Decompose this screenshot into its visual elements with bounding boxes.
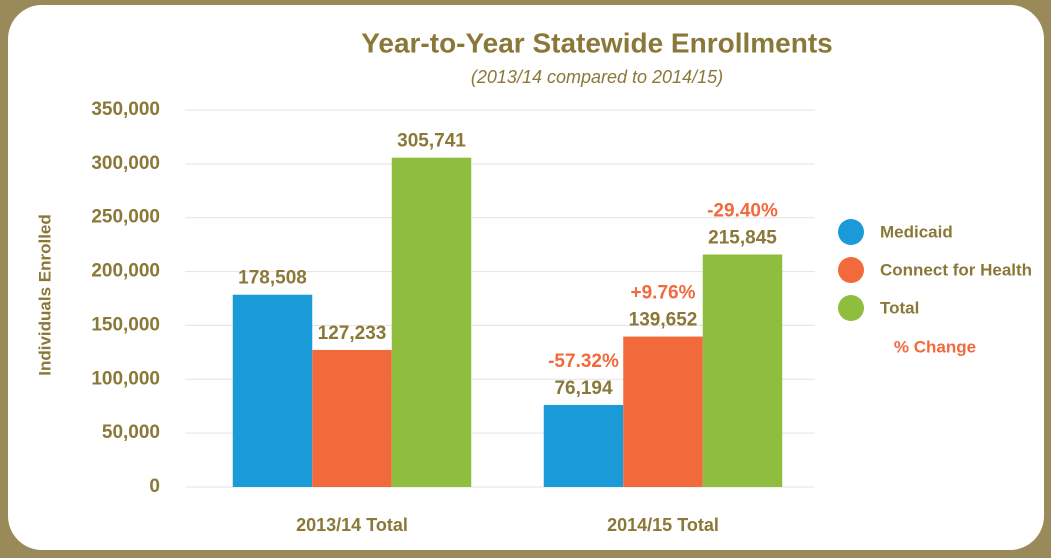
change-label: +9.76% [631,283,696,304]
y-tick-label: 150,000 [91,314,160,335]
bar [391,157,472,487]
change-label: -29.40% [707,201,778,222]
legend-swatch [838,295,864,321]
legend-label: Medicaid [880,222,953,241]
y-tick-label: 100,000 [91,368,160,389]
value-label: 127,233 [318,323,387,344]
change-legend: % Change [894,337,976,356]
y-tick-label: 300,000 [91,153,160,174]
value-label: 139,652 [629,310,698,331]
bar [702,254,783,487]
legend-swatch [838,257,864,283]
y-axis-label: Individuals Enrolled [35,214,54,376]
chart-title: Year-to-Year Statewide Enrollments [361,27,833,58]
legend-swatch [838,219,864,245]
x-tick-label: 2013/14 Total [296,515,408,535]
value-label: 76,194 [554,378,613,399]
bar [623,336,703,487]
legend-label: Connect for Health [880,260,1032,279]
value-label: 305,741 [397,131,466,152]
value-label: 178,508 [238,268,307,289]
change-label: -57.32% [548,351,619,372]
chart-subtitle: (2013/14 compared to 2014/15) [471,67,723,87]
bar [312,349,392,487]
y-tick-label: 250,000 [91,207,160,228]
y-tick-label: 50,000 [102,422,160,443]
y-tick-label: 350,000 [91,99,160,120]
x-tick-label: 2014/15 Total [607,515,719,535]
value-label: 215,845 [708,228,777,249]
y-tick-label: 0 [149,476,160,497]
y-tick-label: 200,000 [91,261,160,282]
legend-label: Total [880,298,919,317]
bar [232,294,313,487]
bar [543,404,624,487]
